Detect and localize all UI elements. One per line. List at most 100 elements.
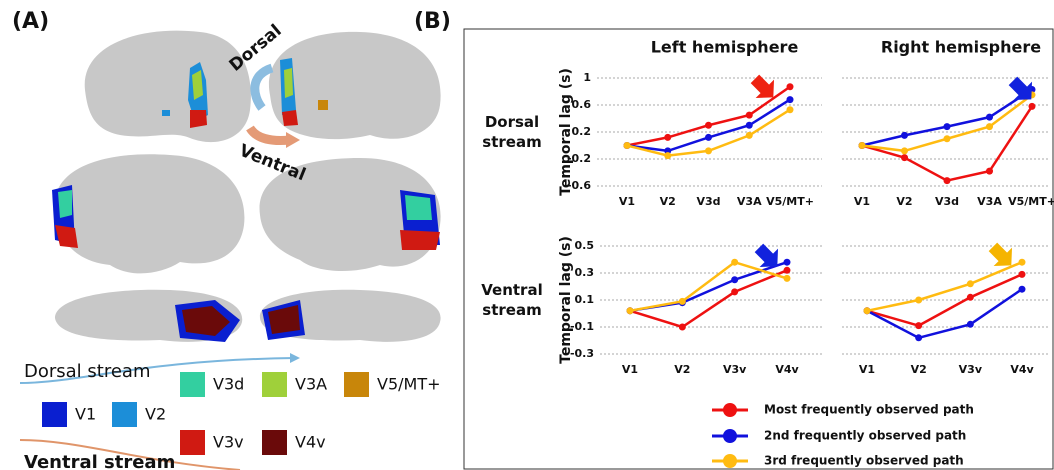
y-tick-label: -0.1 (570, 320, 594, 333)
series-line (630, 270, 787, 327)
data-point (967, 280, 974, 287)
data-point (986, 168, 993, 175)
x-tick-label: V1 (859, 363, 875, 376)
region-label: V3v (213, 433, 244, 452)
dorsal-stream-label: Dorsal stream (24, 361, 150, 382)
data-point (746, 132, 753, 139)
data-point (746, 122, 753, 129)
ventral-label: Ventral (236, 141, 308, 186)
data-point (731, 276, 738, 283)
x-tick-label: V2 (896, 195, 912, 208)
region-swatch (180, 372, 205, 397)
highlight-arrow (984, 238, 1021, 275)
region-label: V3A (295, 375, 327, 394)
x-tick-label: V2 (911, 363, 927, 376)
data-point (664, 134, 671, 141)
data-point (679, 324, 686, 331)
y-tick-label: 0.1 (575, 293, 595, 306)
data-point (1019, 286, 1026, 293)
legend-dot (723, 429, 737, 443)
data-point (705, 134, 712, 141)
panel-a-label: (A) (12, 9, 49, 34)
region-swatch (262, 372, 287, 397)
data-point (986, 123, 993, 130)
data-point (731, 259, 738, 266)
data-point (915, 297, 922, 304)
data-point (624, 142, 631, 149)
x-tick-label: V3A (977, 195, 1002, 208)
y-tick-label: 0.6 (572, 98, 592, 111)
data-point (679, 298, 686, 305)
page: { "panel_a": { "label": "(A)", "dorsal":… (0, 0, 1054, 470)
data-point (784, 267, 791, 274)
y-axis-label: Temporal lag (s) (558, 236, 574, 364)
data-point (915, 334, 922, 341)
x-tick-label: V3d (696, 195, 720, 208)
region-swatch (180, 430, 205, 455)
x-tick-label: V5/MT+ (766, 195, 814, 208)
x-tick-label: V5/MT+ (1008, 195, 1054, 208)
region-label: V1 (75, 405, 96, 424)
highlight-arrow (746, 70, 783, 107)
data-point (1029, 103, 1036, 110)
x-tick-label: V1 (622, 363, 638, 376)
series-line (862, 106, 1032, 180)
y-tick-label: -0.6 (567, 179, 591, 192)
y-tick-label: -0.2 (567, 152, 591, 165)
region-label: V2 (145, 405, 166, 424)
data-point (944, 123, 951, 130)
x-tick-label: V2 (674, 363, 690, 376)
legend-label: 2nd frequently observed path (764, 429, 966, 443)
data-point (864, 307, 871, 314)
chart-title: Left hemisphere (651, 38, 799, 57)
data-point (967, 321, 974, 328)
data-point (787, 106, 794, 113)
legend-dot (723, 403, 737, 417)
data-point (705, 122, 712, 129)
data-point (784, 275, 791, 282)
data-point (705, 147, 712, 154)
x-tick-label: V3v (959, 363, 983, 376)
chart-title: Right hemisphere (881, 38, 1041, 57)
data-point (664, 152, 671, 159)
series-line (630, 262, 787, 311)
figure: (A) Dorsal Ventral Dorsal stream Ventral… (0, 0, 1054, 470)
legend-dot (723, 454, 737, 468)
legend-label: Most frequently observed path (764, 403, 974, 417)
data-point (915, 322, 922, 329)
data-point (944, 135, 951, 142)
region-label: V5/MT+ (377, 375, 441, 394)
series-line (867, 289, 1022, 338)
x-tick-label: V4v (1010, 363, 1034, 376)
data-point (859, 142, 866, 149)
region-swatch (344, 372, 369, 397)
data-point (901, 154, 908, 161)
x-tick-label: V1 (619, 195, 635, 208)
data-point (1019, 271, 1026, 278)
x-tick-label: V2 (660, 195, 676, 208)
region-swatch (42, 402, 67, 427)
x-tick-label: V1 (854, 195, 870, 208)
y-tick-label: 1 (583, 71, 591, 84)
data-point (944, 177, 951, 184)
y-tick-label: 0.2 (572, 125, 592, 138)
data-point (967, 294, 974, 301)
highlight-arrow (750, 239, 787, 276)
y-tick-label: -0.3 (570, 347, 594, 360)
data-point (787, 96, 794, 103)
series-line (862, 95, 1032, 151)
legend-label: 3rd frequently observed path (764, 454, 964, 468)
x-tick-label: V3A (737, 195, 762, 208)
y-tick-label: 0.3 (575, 266, 595, 279)
data-point (1019, 259, 1026, 266)
region-label: V3d (213, 375, 244, 394)
panel-b-label: (B) (414, 9, 451, 34)
row-label: Ventral stream (472, 280, 552, 320)
row-label: Dorsal stream (472, 112, 552, 152)
ventral-stream-label: Ventral stream (24, 452, 175, 470)
region-label: V4v (295, 433, 326, 452)
data-point (901, 147, 908, 154)
data-point (746, 112, 753, 119)
x-tick-label: V3v (723, 363, 747, 376)
data-point (784, 259, 791, 266)
